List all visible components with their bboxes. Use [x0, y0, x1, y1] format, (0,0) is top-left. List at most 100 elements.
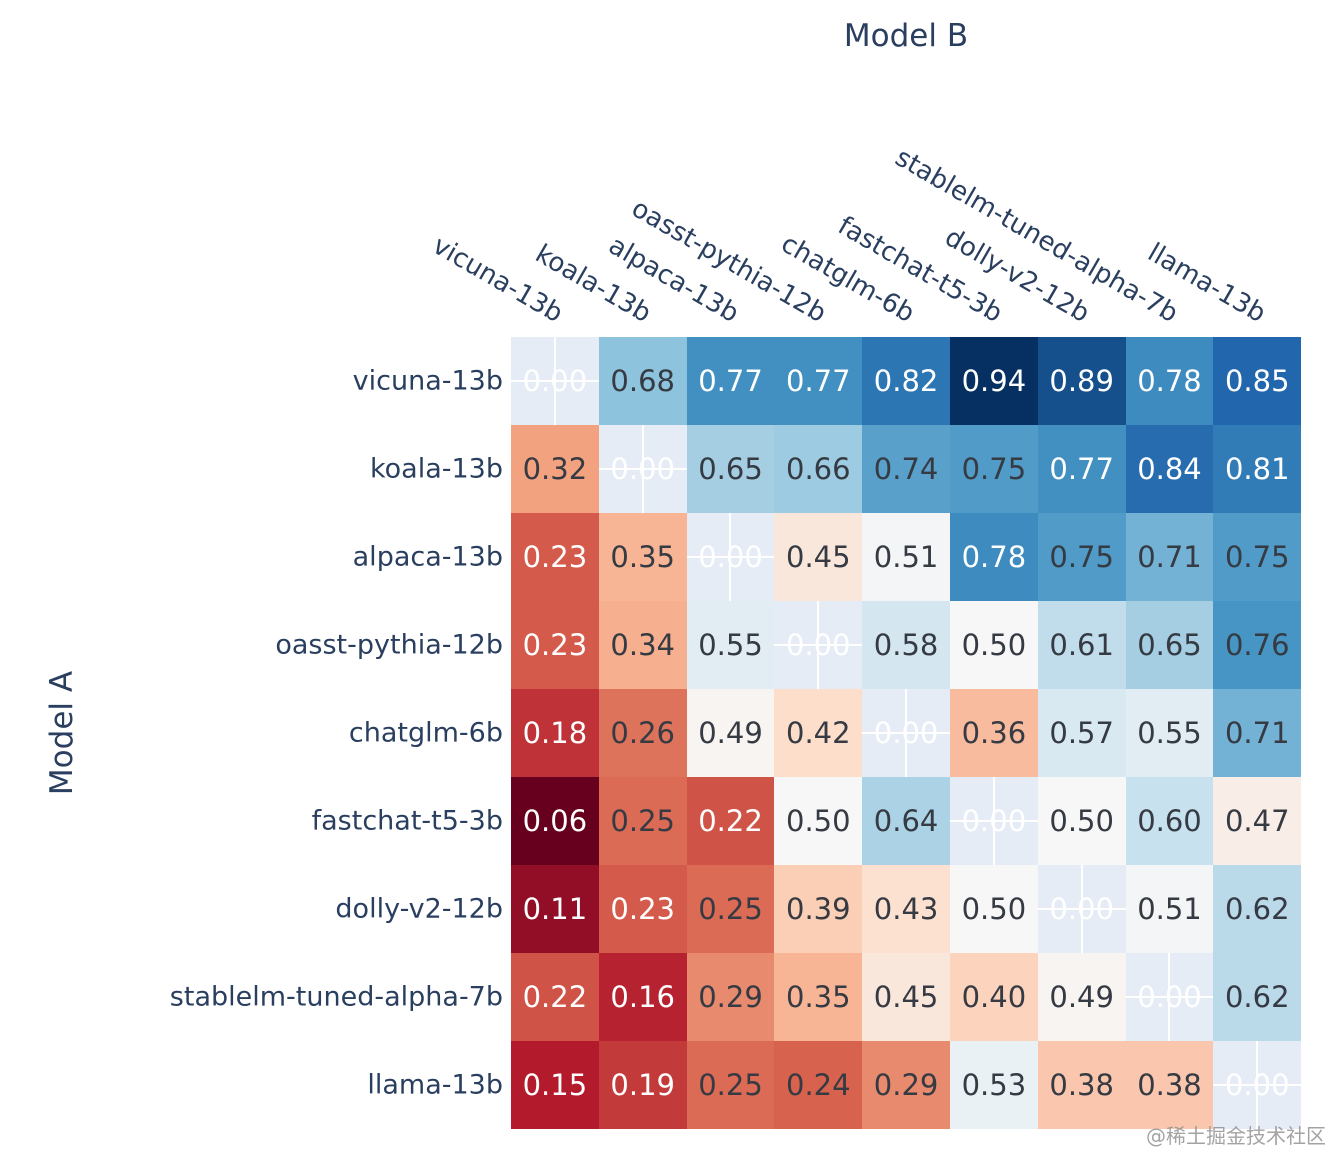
heatmap-cell[interactable]: 0.34	[598, 601, 687, 689]
cell-value: 0.43	[873, 892, 939, 926]
heatmap-cell[interactable]: 0.29	[686, 953, 775, 1041]
heatmap-cell[interactable]: 0.77	[1037, 425, 1126, 513]
heatmap-cell[interactable]: 0.23	[598, 865, 687, 953]
heatmap-cell[interactable]: 0.71	[1213, 689, 1302, 777]
heatmap-cell[interactable]: 0.24	[774, 1041, 863, 1129]
heatmap-cell[interactable]: 0.51	[1125, 865, 1214, 953]
heatmap-cell[interactable]: 0.84	[1125, 425, 1214, 513]
cell-value: 0.75	[1049, 540, 1114, 574]
heatmap-cell[interactable]: 0.35	[598, 513, 687, 601]
cell-value: 0.23	[522, 540, 588, 574]
heatmap-cell[interactable]: 0.49	[686, 689, 775, 777]
heatmap-cell[interactable]: 0.16	[598, 953, 687, 1041]
y-tick-label: dolly-v2-12b	[335, 893, 503, 925]
heatmap-cell[interactable]: 0.36	[949, 689, 1038, 777]
heatmap-cell[interactable]: 0.61	[1037, 601, 1126, 689]
heatmap-cell[interactable]: 0.65	[1125, 601, 1214, 689]
heatmap-cell[interactable]: 0.66	[774, 425, 863, 513]
heatmap-cell[interactable]: 0.00	[598, 425, 687, 513]
cell-value: 0.25	[610, 804, 675, 838]
heatmap-cell[interactable]: 0.18	[511, 689, 599, 777]
y-tick-label: koala-13b	[369, 453, 503, 485]
heatmap-cell[interactable]: 0.00	[774, 601, 863, 689]
heatmap-cell[interactable]: 0.43	[862, 865, 950, 953]
heatmap-cell[interactable]: 0.94	[949, 337, 1038, 425]
heatmap-cell[interactable]: 0.77	[774, 337, 863, 425]
heatmap-cell[interactable]: 0.23	[511, 513, 599, 601]
heatmap-cell[interactable]: 0.76	[1213, 601, 1302, 689]
heatmap-cell[interactable]: 0.38	[1125, 1041, 1214, 1129]
heatmap-cell[interactable]: 0.62	[1213, 953, 1302, 1041]
heatmap-cell[interactable]: 0.32	[511, 425, 599, 513]
heatmap-cell[interactable]: 0.50	[1037, 777, 1126, 865]
heatmap-cell[interactable]: 0.00	[949, 777, 1038, 865]
heatmap-cell[interactable]: 0.74	[862, 425, 950, 513]
heatmap-cell[interactable]: 0.75	[949, 425, 1038, 513]
heatmap-cell[interactable]: 0.45	[862, 953, 950, 1041]
cell-value: 0.35	[610, 540, 675, 574]
cell-value: 0.00	[1224, 1068, 1290, 1102]
cell-value: 0.45	[873, 980, 939, 1014]
heatmap-cell[interactable]: 0.22	[511, 953, 599, 1041]
y-tick-label: fastchat-t5-3b	[311, 805, 503, 837]
heatmap-cell[interactable]: 0.00	[511, 337, 599, 425]
heatmap-cell[interactable]: 0.29	[862, 1041, 950, 1129]
heatmap-cell[interactable]: 0.00	[1037, 865, 1126, 953]
heatmap-cell[interactable]: 0.25	[686, 1041, 775, 1129]
heatmap-cell[interactable]: 0.49	[1037, 953, 1126, 1041]
heatmap-cell[interactable]: 0.11	[511, 865, 599, 953]
heatmap-cell[interactable]: 0.75	[1213, 513, 1302, 601]
heatmap-cell[interactable]: 0.68	[598, 337, 687, 425]
cell-value: 0.62	[1224, 892, 1290, 926]
heatmap-cell[interactable]: 0.50	[949, 601, 1038, 689]
cell-value: 0.22	[698, 804, 763, 838]
heatmap-cell[interactable]: 0.00	[1213, 1041, 1302, 1129]
cell-value: 0.55	[1137, 716, 1202, 750]
cell-value: 0.00	[873, 716, 939, 750]
heatmap-cell[interactable]: 0.00	[862, 689, 950, 777]
heatmap-cell[interactable]: 0.45	[774, 513, 863, 601]
heatmap-cell[interactable]: 0.19	[598, 1041, 687, 1129]
heatmap-cell[interactable]: 0.50	[949, 865, 1038, 953]
heatmap-cell[interactable]: 0.25	[598, 777, 687, 865]
heatmap-cell[interactable]: 0.06	[511, 777, 599, 865]
heatmap-cell[interactable]: 0.62	[1213, 865, 1302, 953]
heatmap-cell[interactable]: 0.51	[862, 513, 950, 601]
heatmap-cell[interactable]: 0.55	[1125, 689, 1214, 777]
heatmap-cell[interactable]: 0.00	[686, 513, 775, 601]
heatmap-cell[interactable]: 0.78	[1125, 337, 1214, 425]
heatmap-cell[interactable]: 0.60	[1125, 777, 1214, 865]
heatmap-cell[interactable]: 0.38	[1037, 1041, 1126, 1129]
heatmap-cell[interactable]: 0.71	[1125, 513, 1214, 601]
heatmap-cell[interactable]: 0.42	[774, 689, 863, 777]
heatmap-cell[interactable]: 0.57	[1037, 689, 1126, 777]
heatmap-cell[interactable]: 0.40	[949, 953, 1038, 1041]
cell-value: 0.45	[786, 540, 851, 574]
heatmap-cell[interactable]: 0.81	[1213, 425, 1302, 513]
heatmap-cell[interactable]: 0.75	[1037, 513, 1126, 601]
heatmap-cell[interactable]: 0.35	[774, 953, 863, 1041]
heatmap-cell[interactable]: 0.89	[1037, 337, 1126, 425]
heatmap-cell[interactable]: 0.25	[686, 865, 775, 953]
heatmap-cell[interactable]: 0.00	[1125, 953, 1214, 1041]
heatmap-cell[interactable]: 0.23	[511, 601, 599, 689]
heatmap-cell[interactable]: 0.47	[1213, 777, 1302, 865]
cell-value: 0.34	[610, 628, 675, 662]
heatmap-cell[interactable]: 0.26	[598, 689, 687, 777]
heatmap-cell[interactable]: 0.55	[686, 601, 775, 689]
cell-value: 0.00	[786, 628, 851, 662]
heatmap-cell[interactable]: 0.78	[949, 513, 1038, 601]
heatmap-cell[interactable]: 0.85	[1213, 337, 1302, 425]
heatmap-cell[interactable]: 0.77	[686, 337, 775, 425]
heatmap-cell[interactable]: 0.53	[949, 1041, 1038, 1129]
heatmap-cell[interactable]: 0.82	[862, 337, 950, 425]
heatmap-cell[interactable]: 0.65	[686, 425, 775, 513]
cell-value: 0.65	[1137, 628, 1202, 662]
heatmap-cell[interactable]: 0.15	[511, 1041, 599, 1129]
heatmap-cell[interactable]: 0.58	[862, 601, 950, 689]
heatmap-cell[interactable]: 0.64	[862, 777, 950, 865]
heatmap-cell[interactable]: 0.22	[686, 777, 775, 865]
cell-value: 0.38	[1137, 1068, 1202, 1102]
heatmap-cell[interactable]: 0.39	[774, 865, 863, 953]
heatmap-cell[interactable]: 0.50	[774, 777, 863, 865]
